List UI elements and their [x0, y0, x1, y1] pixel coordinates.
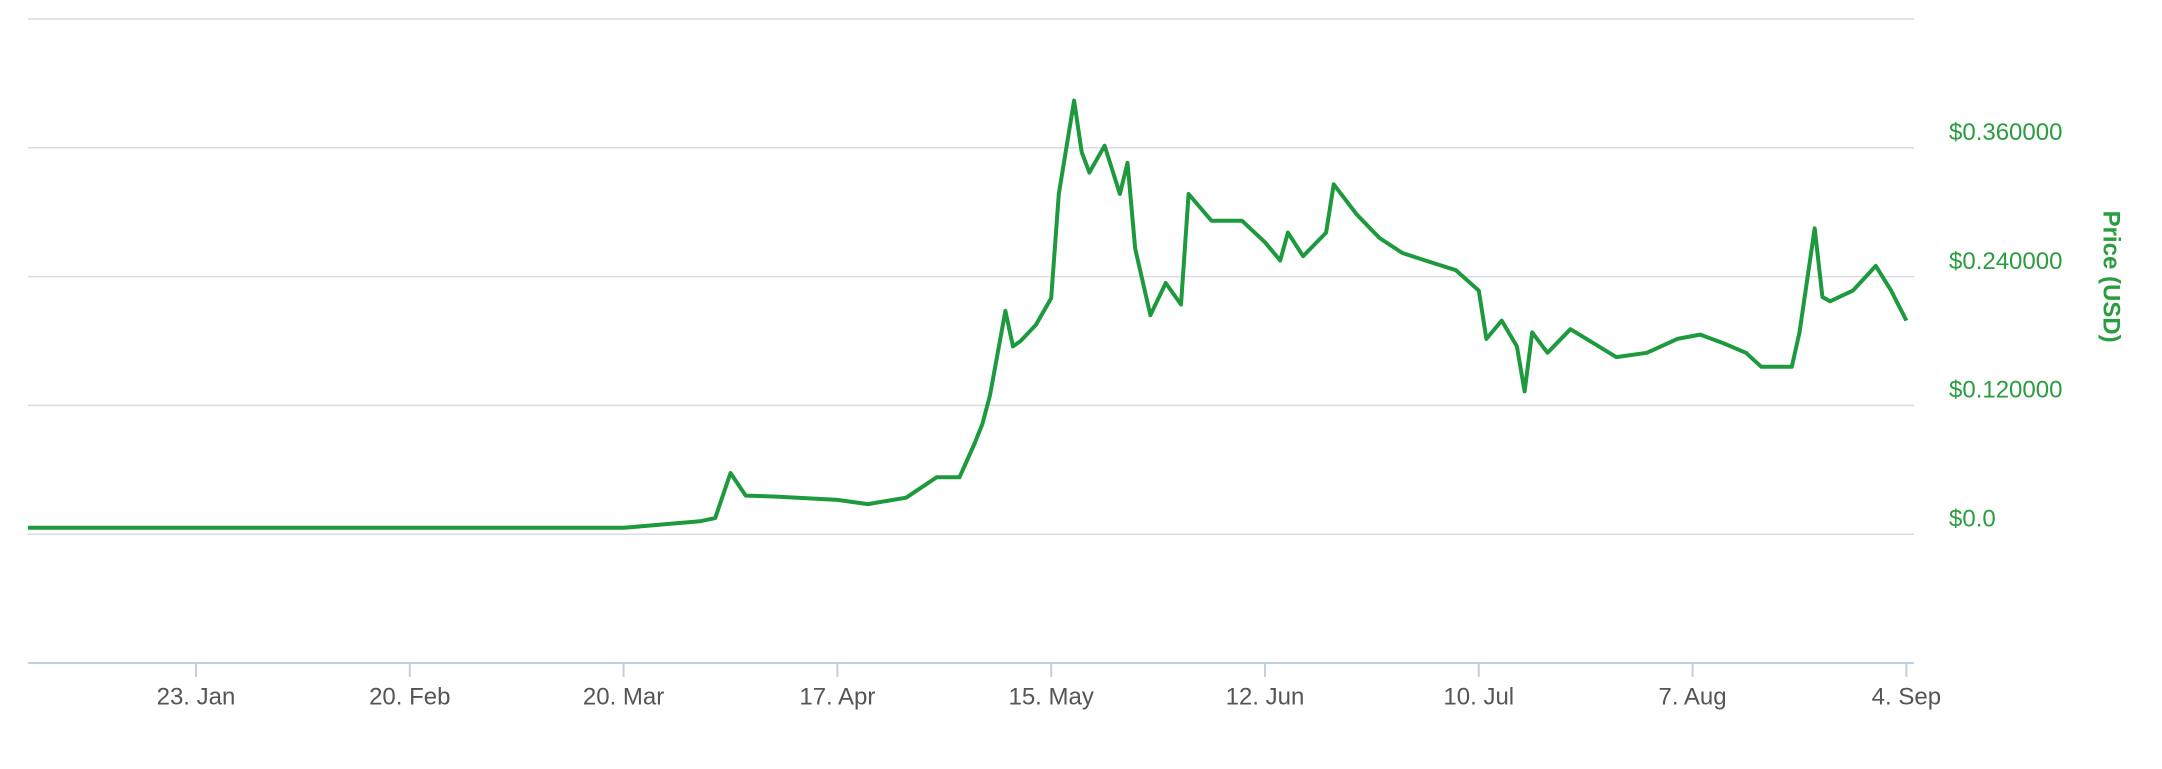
x-tick-label: 17. Apr	[799, 683, 875, 710]
price-line	[28, 98, 1909, 530]
x-tick-label: 7. Aug	[1659, 683, 1727, 710]
y-tick-label: $0.0	[1949, 506, 1996, 533]
y-tick-label: $0.240000	[1949, 248, 2062, 275]
y-axis-title: Price (USD)	[2098, 211, 2125, 343]
x-tick-label: 15. May	[1008, 683, 1093, 710]
x-tick-label: 4. Sep	[1872, 683, 1941, 710]
x-tick-label: 12. Jun	[1226, 683, 1305, 710]
x-tick-label: 23. Jan	[157, 683, 236, 710]
y-tick-label: $0.120000	[1949, 377, 2062, 404]
x-tick-label: 10. Jul	[1443, 683, 1514, 710]
y-tick-label: $0.360000	[1949, 119, 2062, 146]
x-tick-label: 20. Feb	[369, 683, 450, 710]
x-tick-label: 20. Mar	[583, 683, 664, 710]
